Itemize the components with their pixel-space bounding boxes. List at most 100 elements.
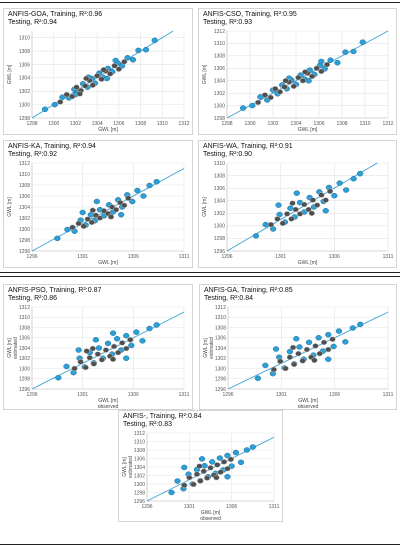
testing-point <box>311 357 318 364</box>
testing-point <box>323 61 331 68</box>
training-point <box>113 336 121 342</box>
scatter-plot-anfis-pso: 1312 1310 1308 1306 1304 1302 1300 1298 12961296… <box>7 305 190 410</box>
y-tick-label: 1302 <box>19 216 30 222</box>
chart-panel-anfis-pso: 1312 1310 1308 1306 1304 1302 1300 1298 1296 1296… <box>3 284 193 410</box>
y-tick-label: 1298 <box>19 238 30 244</box>
testing-point <box>214 462 221 468</box>
x-tick-label: 1311 <box>179 392 190 398</box>
training-point <box>349 325 356 331</box>
training-point <box>134 187 141 194</box>
testing-point <box>89 345 96 352</box>
x-tick-label: 1312 <box>382 121 393 127</box>
testing-point <box>289 200 296 206</box>
testing-point <box>282 365 289 372</box>
x-tick-label: 1296 <box>26 254 37 260</box>
training-point <box>342 187 350 193</box>
testing-point <box>316 350 323 357</box>
training-point <box>350 175 357 182</box>
testing-point <box>197 478 204 484</box>
x-tick-label: 1311 <box>383 254 394 260</box>
training-point <box>55 374 62 381</box>
testing-point <box>274 216 281 222</box>
testing-point <box>123 345 130 352</box>
y-tick-label: 1308 <box>19 49 30 55</box>
training-point <box>287 205 294 212</box>
testing-point <box>111 63 118 69</box>
testing-r2-label: Testing, R²:0.93 <box>203 19 253 26</box>
testing-point <box>125 195 132 201</box>
y-tick-label: 1304 <box>215 346 226 352</box>
training-point <box>133 329 140 335</box>
x-tick-label: 1296 <box>221 254 232 260</box>
testing-point <box>295 350 302 357</box>
x-tick-label: 1301 <box>77 392 88 398</box>
training-r2-label: ANFIS-CSO, Training, R²:0.95 <box>203 11 297 18</box>
x-tick-label: 1301 <box>276 392 287 398</box>
x-tick-label: 1300 <box>244 121 255 127</box>
x-tick-label: 1296 <box>141 504 152 510</box>
training-point <box>305 339 313 346</box>
training-point <box>51 101 58 108</box>
training-point <box>296 344 303 350</box>
y-tick-label: 1296 <box>19 249 30 255</box>
training-point <box>129 57 137 63</box>
testing-point <box>69 93 76 100</box>
y-tick-label: 1310 <box>214 161 225 167</box>
chart-panel-anfis-wa: 1310 1308 1306 1304 1302 1300 1298 1296 1296 1301… <box>198 140 397 268</box>
y-tick-label: 1312 <box>134 431 145 437</box>
testing-point <box>277 358 284 365</box>
training-point <box>128 342 135 349</box>
training-point <box>325 331 332 338</box>
training-point <box>63 363 70 370</box>
testing-point <box>227 456 234 463</box>
testing-point <box>203 475 211 481</box>
testing-point <box>326 188 334 195</box>
y-tick-label: 1302 <box>19 356 30 362</box>
training-point <box>275 202 282 208</box>
training-point <box>103 75 111 82</box>
x-axis-sublabel: observed <box>298 404 319 410</box>
y-tick-label: 1300 <box>19 366 30 372</box>
y-axis-label: GWL [m] <box>7 64 13 84</box>
training-point <box>322 208 329 214</box>
testing-point <box>288 216 295 222</box>
y-tick-label: 1304 <box>214 199 225 205</box>
testing-point <box>281 84 288 90</box>
chart-panel-anfis: 1312 1310 1308 1306 1304 1302 1300 1298 1296 1296… <box>118 410 283 522</box>
x-tick-label: 1306 <box>128 254 139 260</box>
testing-point <box>207 465 214 471</box>
y-axis-label: GWL [m] <box>202 197 208 217</box>
testing-point <box>329 336 336 343</box>
testing-point <box>114 349 122 356</box>
y-tick-label: 1302 <box>19 89 30 95</box>
testing-point <box>107 214 115 220</box>
testing-point <box>325 346 332 353</box>
training-point <box>330 343 337 350</box>
training-point <box>254 375 262 381</box>
y-tick-label: 1304 <box>19 205 30 211</box>
x-tick-label: 1306 <box>329 392 340 398</box>
chart-panel-anfis-ka: 1312 1310 1308 1306 1304 1302 1300 1298 1296 1296… <box>3 140 193 268</box>
training-point <box>123 355 130 361</box>
testing-r2-label: Testing, R²:0.90 <box>203 151 253 158</box>
x-tick-label: 1302 <box>70 121 81 127</box>
training-point <box>181 464 188 471</box>
training-point <box>262 221 269 228</box>
y-axis-sublabel: estimated <box>209 337 215 359</box>
testing-point <box>322 197 329 203</box>
y-axis-label: GWL [m] <box>7 197 13 217</box>
chart-title: ANFIS-CSO, Training, R²:0.95 Testing, R²:… <box>203 11 297 27</box>
training-point <box>140 193 147 199</box>
training-point <box>129 198 136 205</box>
training-point <box>232 449 240 456</box>
testing-point <box>90 361 97 367</box>
training-point <box>318 58 325 65</box>
training-point <box>124 55 131 61</box>
x-axis-label: GWL [m] <box>298 398 318 404</box>
testing-point <box>299 358 306 364</box>
chart-title: ANFIS-PSO, Training, R²:0.87 Testing, R²:… <box>8 287 101 303</box>
y-tick-label: 1296 <box>19 387 30 393</box>
training-point <box>75 347 82 353</box>
y-axis-sublabel: estimated <box>128 456 134 478</box>
y-tick-label: 1308 <box>214 54 225 60</box>
